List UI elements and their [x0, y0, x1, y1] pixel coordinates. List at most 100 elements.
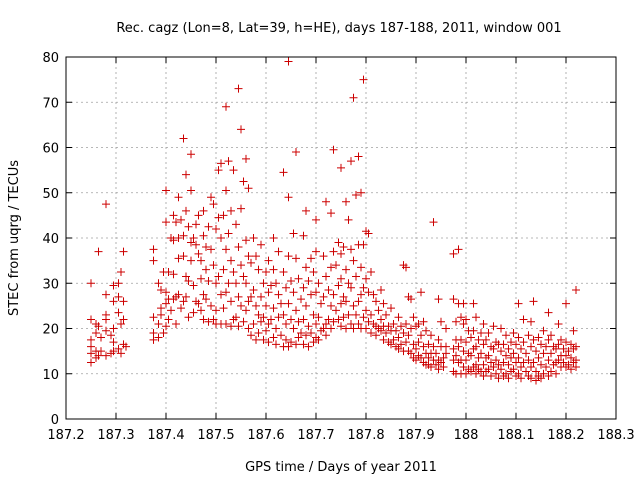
data-point	[337, 274, 345, 283]
x-tick-label: 188	[454, 428, 479, 443]
data-point	[504, 360, 513, 369]
data-point	[422, 326, 430, 335]
data-point	[254, 265, 263, 274]
data-point	[327, 209, 335, 218]
data-point	[539, 369, 548, 378]
x-tick-label: 188.2	[547, 428, 584, 443]
data-point	[337, 249, 345, 258]
data-point	[469, 299, 478, 308]
data-point	[417, 353, 425, 362]
data-point	[344, 279, 353, 288]
data-point	[347, 245, 355, 254]
data-point	[552, 369, 560, 378]
data-point	[177, 215, 185, 224]
data-point	[307, 254, 315, 263]
data-point	[222, 102, 230, 111]
data-point	[202, 243, 210, 252]
data-point	[162, 288, 170, 297]
data-point	[277, 299, 285, 308]
data-point	[509, 365, 518, 374]
data-point	[169, 236, 178, 245]
x-tick-label: 187.2	[47, 428, 84, 443]
data-point	[342, 324, 350, 333]
data-point	[292, 254, 300, 263]
chart-title: Rec. cagz (Lon=8, Lat=39, h=HE), days 18…	[116, 21, 561, 36]
data-point	[267, 281, 275, 290]
data-point	[377, 286, 385, 295]
data-point	[514, 353, 523, 362]
data-point	[304, 276, 313, 285]
data-point	[187, 238, 195, 247]
data-point	[519, 315, 528, 324]
data-point	[237, 125, 245, 134]
data-point	[87, 358, 95, 367]
data-point	[559, 344, 568, 353]
data-point	[472, 342, 480, 351]
data-point	[544, 372, 553, 381]
data-point	[312, 319, 320, 328]
data-point	[247, 258, 255, 267]
data-point	[212, 279, 220, 288]
data-point	[409, 340, 418, 349]
data-point	[484, 365, 493, 374]
data-point	[307, 290, 315, 299]
data-point	[459, 362, 468, 371]
data-point	[497, 365, 505, 374]
data-point	[334, 315, 343, 324]
data-point	[164, 267, 173, 276]
data-point	[282, 319, 290, 328]
data-point	[342, 297, 350, 306]
data-point	[87, 349, 95, 358]
data-point	[297, 329, 305, 338]
data-point	[264, 288, 273, 297]
data-point	[237, 261, 245, 270]
data-point	[364, 229, 373, 238]
data-point	[517, 362, 525, 371]
data-point	[327, 263, 335, 272]
data-point	[172, 319, 180, 328]
data-point	[219, 211, 228, 220]
data-point	[362, 306, 370, 315]
data-point	[439, 353, 448, 362]
data-point	[194, 249, 203, 258]
data-point	[412, 344, 420, 353]
data-point	[212, 224, 220, 233]
data-point	[434, 295, 443, 304]
data-point	[337, 322, 345, 331]
data-point	[214, 213, 223, 222]
data-point	[149, 335, 158, 344]
data-point	[119, 315, 128, 324]
data-point	[322, 197, 330, 206]
y-tick-label: 40	[42, 232, 59, 247]
data-point	[312, 288, 320, 297]
data-point	[197, 274, 205, 283]
data-point	[189, 234, 198, 242]
data-point	[419, 317, 428, 326]
data-point	[502, 331, 510, 340]
data-point	[449, 356, 458, 365]
data-point	[542, 362, 550, 371]
data-point	[527, 362, 535, 371]
data-point	[234, 292, 243, 301]
data-point	[214, 272, 223, 281]
data-point	[372, 297, 380, 306]
data-point	[234, 84, 243, 93]
data-point	[229, 267, 238, 276]
data-point	[212, 306, 220, 315]
data-point	[529, 358, 538, 367]
data-point	[489, 362, 498, 371]
data-point	[244, 297, 253, 306]
data-point	[312, 215, 320, 224]
data-point	[162, 186, 170, 195]
data-point	[284, 57, 293, 66]
data-point	[479, 372, 488, 381]
data-point	[449, 295, 458, 304]
data-point	[344, 215, 353, 224]
data-point	[522, 349, 530, 358]
data-point	[149, 329, 158, 338]
data-point	[199, 315, 208, 324]
data-point	[249, 319, 258, 328]
data-point	[397, 340, 405, 349]
data-point	[279, 267, 288, 276]
data-point	[242, 154, 250, 163]
